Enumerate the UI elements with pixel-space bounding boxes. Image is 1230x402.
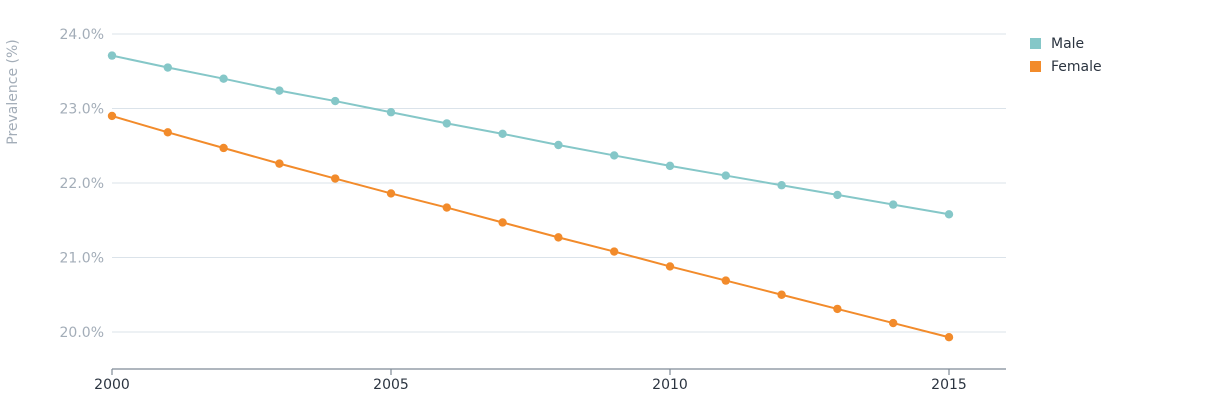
series-line-male	[111, 54, 950, 216]
x-tick-label: 2010	[652, 377, 688, 393]
data-point-female	[721, 276, 730, 285]
data-point-female	[163, 128, 172, 137]
data-point-male	[331, 96, 340, 106]
data-point-female	[665, 262, 675, 271]
data-point-male	[498, 129, 507, 139]
y-tick-label: 22.0%	[60, 176, 104, 192]
data-point-female	[944, 333, 954, 342]
x-axis: 2000 2005 2010 2015	[94, 368, 1006, 393]
data-point-female	[331, 174, 340, 183]
data-point-male	[944, 210, 954, 219]
y-tick-label: 20.0%	[60, 325, 104, 341]
series-lines	[111, 54, 950, 339]
data-point-male	[665, 161, 675, 171]
legend-swatch-male	[1030, 38, 1041, 49]
data-point-female	[889, 318, 898, 328]
data-point-female	[275, 159, 284, 168]
y-tick-label: 23.0%	[60, 102, 104, 118]
legend-label-male: Male	[1051, 36, 1084, 52]
legend: Male Female	[1030, 36, 1102, 75]
data-point-male	[219, 74, 228, 83]
data-point-female	[777, 290, 786, 299]
legend-label-female: Female	[1051, 59, 1102, 75]
data-point-female	[554, 233, 563, 242]
data-point-female	[610, 247, 619, 256]
data-point-male	[610, 151, 619, 160]
data-point-male	[163, 63, 172, 72]
gridlines	[112, 33, 1006, 333]
data-point-female	[498, 218, 507, 227]
data-point-male	[721, 171, 730, 180]
x-tick-label: 2005	[373, 377, 409, 393]
data-point-male	[777, 181, 786, 190]
x-tick-label: 2015	[931, 377, 967, 393]
data-point-male	[386, 108, 396, 117]
data-point-male	[554, 140, 563, 150]
data-point-male	[889, 200, 898, 209]
data-point-male	[107, 51, 117, 60]
data-point-male	[442, 119, 451, 128]
data-point-female	[386, 189, 396, 198]
y-tick-label: 24.0%	[60, 27, 104, 43]
series-points	[107, 51, 954, 342]
data-point-female	[833, 304, 842, 314]
legend-swatch-female	[1030, 61, 1041, 72]
y-axis-label: Prevalence (%)	[5, 39, 21, 145]
y-axis-ticks: 20.0% 21.0% 22.0% 23.0% 24.0%	[60, 27, 104, 341]
y-tick-label: 21.0%	[60, 251, 104, 267]
series-line-female	[111, 114, 950, 339]
data-point-male	[833, 190, 842, 200]
data-point-female	[107, 111, 117, 121]
x-tick-label: 2000	[94, 377, 130, 393]
data-point-female	[442, 203, 451, 212]
data-point-male	[275, 86, 284, 95]
data-point-female	[219, 143, 228, 153]
